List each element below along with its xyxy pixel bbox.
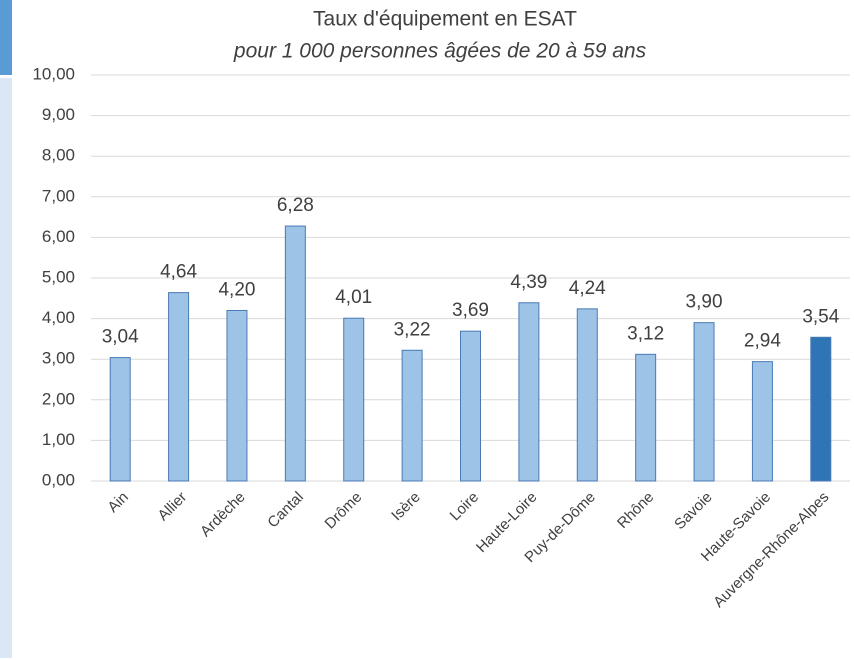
bar — [460, 330, 481, 482]
chart-title: Taux d'équipement en ESAT — [313, 8, 577, 31]
y-tick-label: 10,00 — [32, 64, 75, 83]
data-label: 4,39 — [510, 272, 547, 293]
bar — [226, 309, 248, 482]
left-strip — [0, 0, 12, 658]
x-tick-label: Auvergne-Rhône-Alpes — [710, 489, 832, 611]
bar — [635, 353, 657, 482]
data-label: 2,94 — [744, 331, 781, 352]
x-tick-label: Allier — [155, 489, 191, 525]
x-tick-label: Rhône — [614, 489, 657, 532]
bar — [518, 302, 540, 482]
data-label: 4,24 — [569, 278, 606, 299]
x-tick-label: Drôme — [322, 489, 366, 533]
y-tick-label: 2,00 — [42, 389, 75, 408]
bar — [751, 361, 773, 482]
data-label: 3,69 — [452, 300, 489, 321]
y-tick-label: 8,00 — [42, 146, 75, 165]
x-tick-label: Ardèche — [197, 489, 249, 541]
x-tick-label: Cantal — [264, 489, 307, 532]
data-label: 6,28 — [277, 195, 314, 216]
y-tick-label: 1,00 — [42, 430, 75, 449]
y-tick-label: 0,00 — [42, 470, 75, 489]
bar — [343, 317, 365, 482]
bar — [109, 357, 131, 482]
data-label: 4,64 — [160, 262, 197, 283]
strip-block — [0, 0, 12, 75]
y-tick-label: 3,00 — [42, 349, 75, 368]
data-label: 3,04 — [102, 327, 139, 348]
y-tick-label: 5,00 — [42, 267, 75, 286]
strip-block — [0, 78, 12, 658]
y-tick-label: 7,00 — [42, 186, 75, 205]
data-label: 3,90 — [686, 292, 723, 313]
bar — [693, 322, 715, 482]
bar — [576, 308, 598, 482]
data-label: 3,22 — [394, 319, 431, 340]
chart-subtitle: pour 1 000 personnes âgées de 20 à 59 an… — [233, 40, 647, 63]
data-label: 3,12 — [627, 323, 664, 344]
bar — [401, 349, 423, 482]
bar — [168, 292, 190, 482]
y-tick-label: 6,00 — [42, 227, 75, 246]
x-tick-label: Savoie — [671, 489, 715, 533]
x-tick-label: Isère — [388, 489, 424, 525]
x-tick-label: Ain — [104, 489, 131, 516]
y-tick-label: 9,00 — [42, 105, 75, 124]
data-label: 3,54 — [802, 306, 839, 327]
data-label: 4,01 — [335, 287, 372, 308]
y-tick-label: 4,00 — [42, 308, 75, 327]
data-label: 4,20 — [218, 279, 255, 300]
bar — [284, 225, 306, 482]
x-tick-label: Loire — [447, 489, 483, 525]
bar — [810, 336, 832, 482]
